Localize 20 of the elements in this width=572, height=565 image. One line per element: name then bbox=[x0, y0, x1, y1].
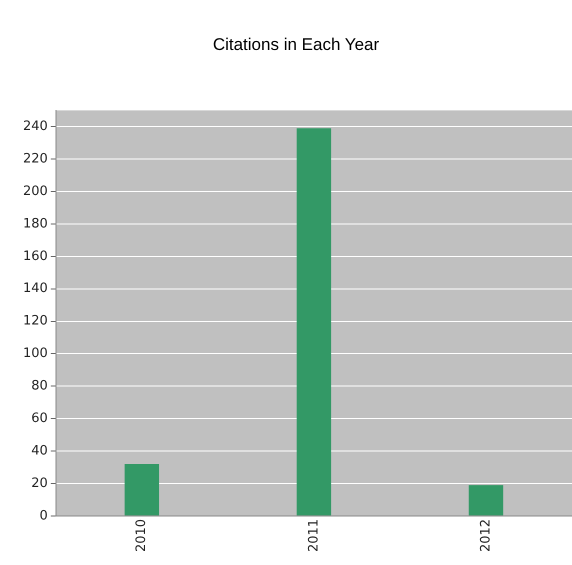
x-tick-label: 2012 bbox=[478, 518, 494, 552]
y-tick-label: 200 bbox=[22, 184, 48, 199]
y-tick-label: 120 bbox=[22, 314, 48, 329]
y-tick-label: 0 bbox=[40, 508, 48, 524]
y-tick-label: 20 bbox=[31, 476, 48, 491]
bar bbox=[468, 485, 504, 516]
y-tick-label: 40 bbox=[31, 443, 48, 458]
y-tick-label: 80 bbox=[31, 378, 48, 394]
bar bbox=[124, 464, 160, 516]
y-tick-label: 180 bbox=[22, 216, 48, 232]
chart-title: Citations in Each Year bbox=[212, 34, 380, 54]
bar bbox=[296, 128, 332, 516]
y-tick-label: 240 bbox=[22, 118, 48, 134]
y-tick-label: 100 bbox=[22, 346, 48, 362]
y-tick-label: 220 bbox=[22, 151, 48, 166]
y-tick-label: 140 bbox=[22, 281, 48, 296]
y-tick-label: 160 bbox=[22, 248, 48, 264]
x-tick-label: 2011 bbox=[306, 518, 322, 552]
y-tick-label: 60 bbox=[31, 410, 48, 426]
x-tick-label: 2010 bbox=[134, 518, 150, 552]
